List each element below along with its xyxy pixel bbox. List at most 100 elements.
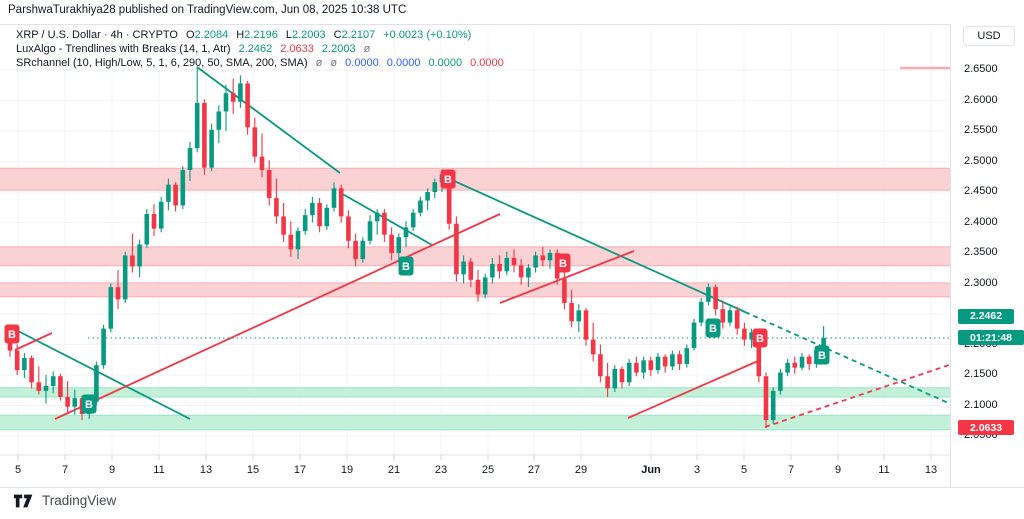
trendline-red-dashed bbox=[764, 363, 953, 428]
candle-body bbox=[684, 348, 690, 365]
time-axis-label: 9 bbox=[108, 464, 116, 476]
candle-body bbox=[29, 357, 34, 383]
candle-body bbox=[338, 188, 344, 217]
candle-body bbox=[187, 148, 193, 171]
indicator-value: 2.0633 bbox=[280, 43, 314, 55]
time-axis-label: 13 bbox=[199, 464, 213, 476]
candle-body bbox=[58, 376, 63, 397]
candle-body bbox=[497, 263, 502, 272]
candle-body bbox=[382, 212, 387, 235]
time-axis-label: 9 bbox=[834, 464, 842, 476]
candle-body bbox=[727, 310, 733, 323]
candle-body bbox=[36, 382, 42, 391]
indicator-row-srchannel: SRchannel (10, High/Low, 5, 1, 6, 290, 5… bbox=[16, 57, 504, 69]
indicator-value: 2.2462 bbox=[238, 43, 273, 55]
candle-body bbox=[137, 244, 142, 267]
candle-body bbox=[230, 93, 236, 102]
time-axis-label: 19 bbox=[340, 464, 354, 476]
symbol-title: XRP / U.S. Dollar · 4h · CRYPTO bbox=[16, 29, 178, 41]
breakout-label bbox=[705, 318, 721, 338]
price-axis-badge: 2.2462 bbox=[958, 308, 1014, 324]
card-bottom-border bbox=[0, 487, 1024, 488]
time-axis[interactable]: 5 7 9 11 13 15 17 19 21 23 25 27 29 Jun 3 5 7 9 11 13 bbox=[0, 462, 950, 480]
candle-body bbox=[792, 362, 798, 368]
breakout-label-text: B bbox=[402, 261, 410, 273]
tradingview-logo[interactable]: TradingView bbox=[14, 493, 116, 508]
candle-body bbox=[475, 279, 481, 295]
trendline-teal bbox=[15, 329, 191, 420]
candle-body bbox=[770, 390, 776, 421]
price-axis-label: 2.1500 bbox=[964, 368, 998, 380]
candle-body bbox=[22, 357, 27, 371]
candle-body bbox=[648, 360, 654, 371]
ohlc-value: H2.2196 bbox=[236, 29, 278, 41]
price-axis-label: 2.4500 bbox=[964, 185, 998, 197]
candle-body bbox=[180, 170, 186, 206]
demand-zone bbox=[0, 387, 950, 397]
candle-body bbox=[50, 376, 56, 386]
candle-body bbox=[346, 216, 351, 241]
candle-body bbox=[799, 356, 805, 368]
time-axis-label: 27 bbox=[527, 464, 541, 476]
candle-body bbox=[562, 278, 567, 304]
time-axis-label: 11 bbox=[153, 464, 165, 476]
candle-body bbox=[482, 277, 488, 295]
candle-body bbox=[317, 202, 322, 227]
price-axis-label: 2.3000 bbox=[964, 276, 998, 289]
price-axis-label: 2.6500 bbox=[964, 63, 998, 75]
candle-body bbox=[720, 309, 726, 323]
candle-body bbox=[216, 111, 222, 130]
trendline-red bbox=[54, 213, 501, 420]
candle-body bbox=[274, 198, 279, 217]
candle-body bbox=[454, 223, 459, 275]
candle-body bbox=[734, 310, 740, 329]
time-axis-label: 5 bbox=[14, 464, 22, 476]
candle-body bbox=[266, 170, 272, 199]
candle-body bbox=[511, 257, 517, 266]
price-axis-label: 2.4000 bbox=[964, 215, 998, 228]
candle-body bbox=[130, 255, 135, 267]
candle-body bbox=[634, 362, 639, 373]
breakout-label-text: B bbox=[8, 329, 16, 341]
breakout-label-text: B bbox=[818, 350, 826, 362]
candle-body bbox=[331, 188, 337, 208]
price-axis[interactable]: USD 2.6500 2.6000 2.5500 2.5000 2.4500 2.4000… bbox=[950, 24, 1024, 487]
candle-body bbox=[504, 257, 510, 272]
candle-body bbox=[410, 212, 416, 228]
breakout-label-text: B bbox=[709, 323, 717, 335]
time-axis-label: 7 bbox=[61, 464, 69, 476]
candle-body bbox=[547, 253, 553, 261]
candle-body bbox=[324, 207, 330, 227]
candle-body bbox=[173, 184, 178, 206]
currency-toggle-button[interactable]: USD bbox=[963, 26, 1015, 46]
candle-body bbox=[281, 216, 286, 235]
candle-body bbox=[742, 328, 747, 340]
indicator-value: ø bbox=[315, 57, 323, 69]
candle-body bbox=[360, 240, 366, 260]
candle-body bbox=[418, 200, 423, 213]
indicator-value: ø bbox=[363, 43, 371, 55]
candle-body bbox=[115, 287, 121, 300]
time-axis-label: Jun bbox=[641, 464, 661, 476]
attribution-text: ParshwaTurakhiya28 published on TradingV… bbox=[8, 4, 407, 16]
trendline-red bbox=[14, 332, 53, 351]
breakout-label bbox=[4, 324, 20, 344]
candle-body bbox=[526, 267, 531, 278]
candle-body bbox=[374, 212, 380, 222]
candle-body bbox=[14, 350, 20, 371]
candle-body bbox=[245, 83, 250, 128]
tradingview-logo-icon bbox=[14, 494, 33, 507]
candle-body bbox=[432, 182, 438, 192]
indicator-row-luxalgo: LuxAlgo - Trendlines with Breaks (14, 1,… bbox=[16, 43, 370, 55]
indicator-value: 0.0000 bbox=[470, 57, 504, 69]
candle-body bbox=[43, 385, 49, 391]
candle-body bbox=[468, 261, 474, 280]
breakout-label-text: B bbox=[85, 399, 93, 411]
time-axis-label: 5 bbox=[740, 464, 748, 476]
trendline-teal bbox=[451, 179, 746, 313]
candle-body bbox=[353, 240, 358, 260]
candle-body bbox=[158, 201, 164, 229]
candle-body bbox=[101, 328, 106, 366]
